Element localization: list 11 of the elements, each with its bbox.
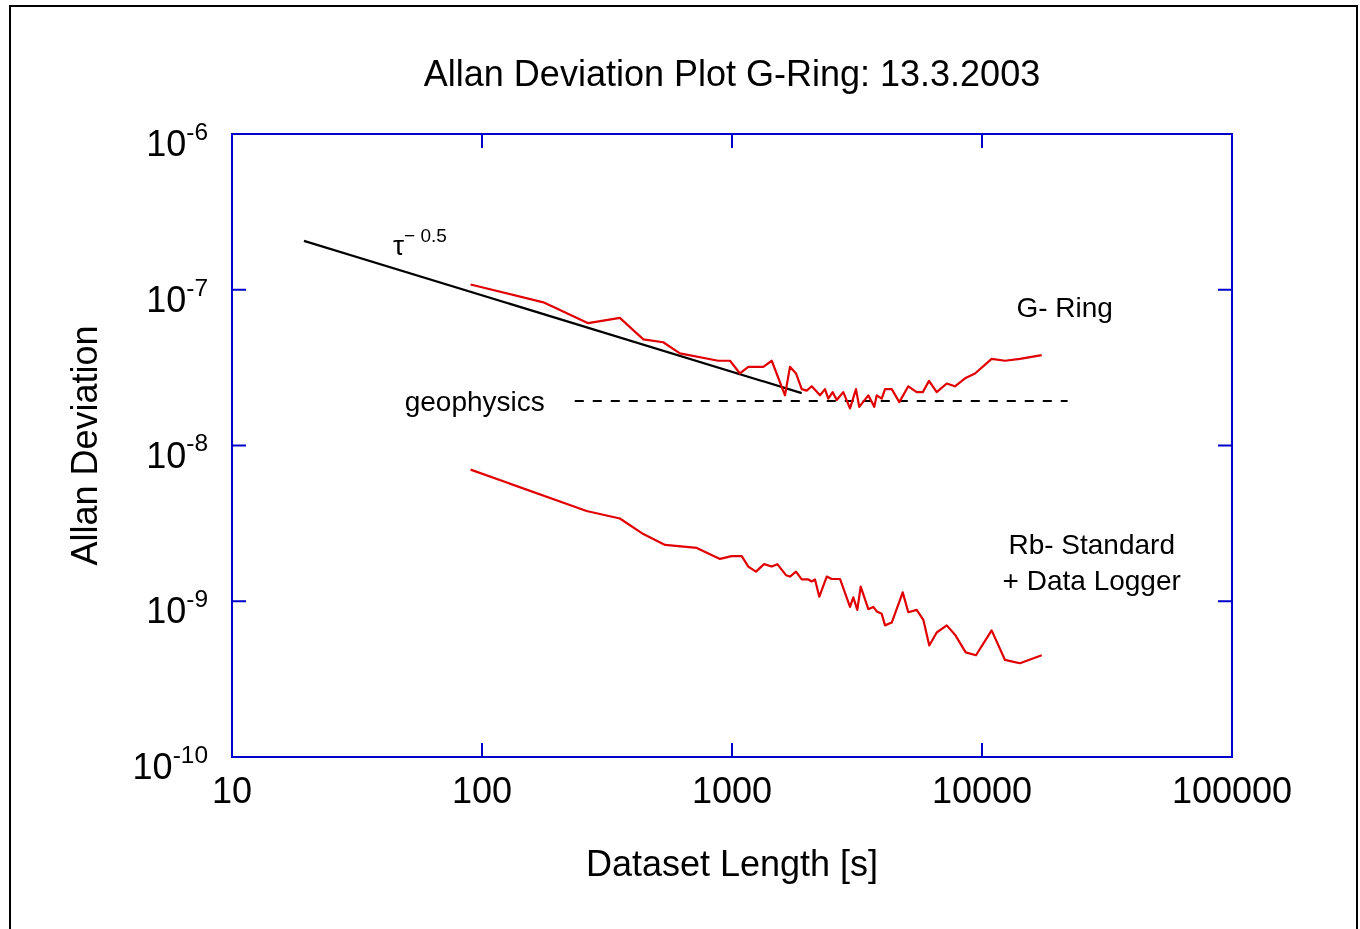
series-label: Rb- Standard + Data Logger — [1002, 529, 1181, 597]
chart-title: Allan Deviation Plot G-Ring: 13.3.2003 — [423, 53, 1041, 94]
x-tick-label: 10 — [211, 770, 253, 811]
x-tick-label: 100000 — [1171, 770, 1293, 811]
series-label: geophysics — [404, 386, 545, 418]
x-axis-title: Dataset Length [s] — [585, 843, 879, 884]
x-tick-label: 100 — [451, 770, 513, 811]
series-label: G- Ring — [1016, 292, 1113, 324]
x-tick-label: 10000 — [931, 770, 1033, 811]
x-tick-label: 1000 — [691, 770, 773, 811]
y-axis-title: Allan Deviation — [64, 325, 105, 566]
